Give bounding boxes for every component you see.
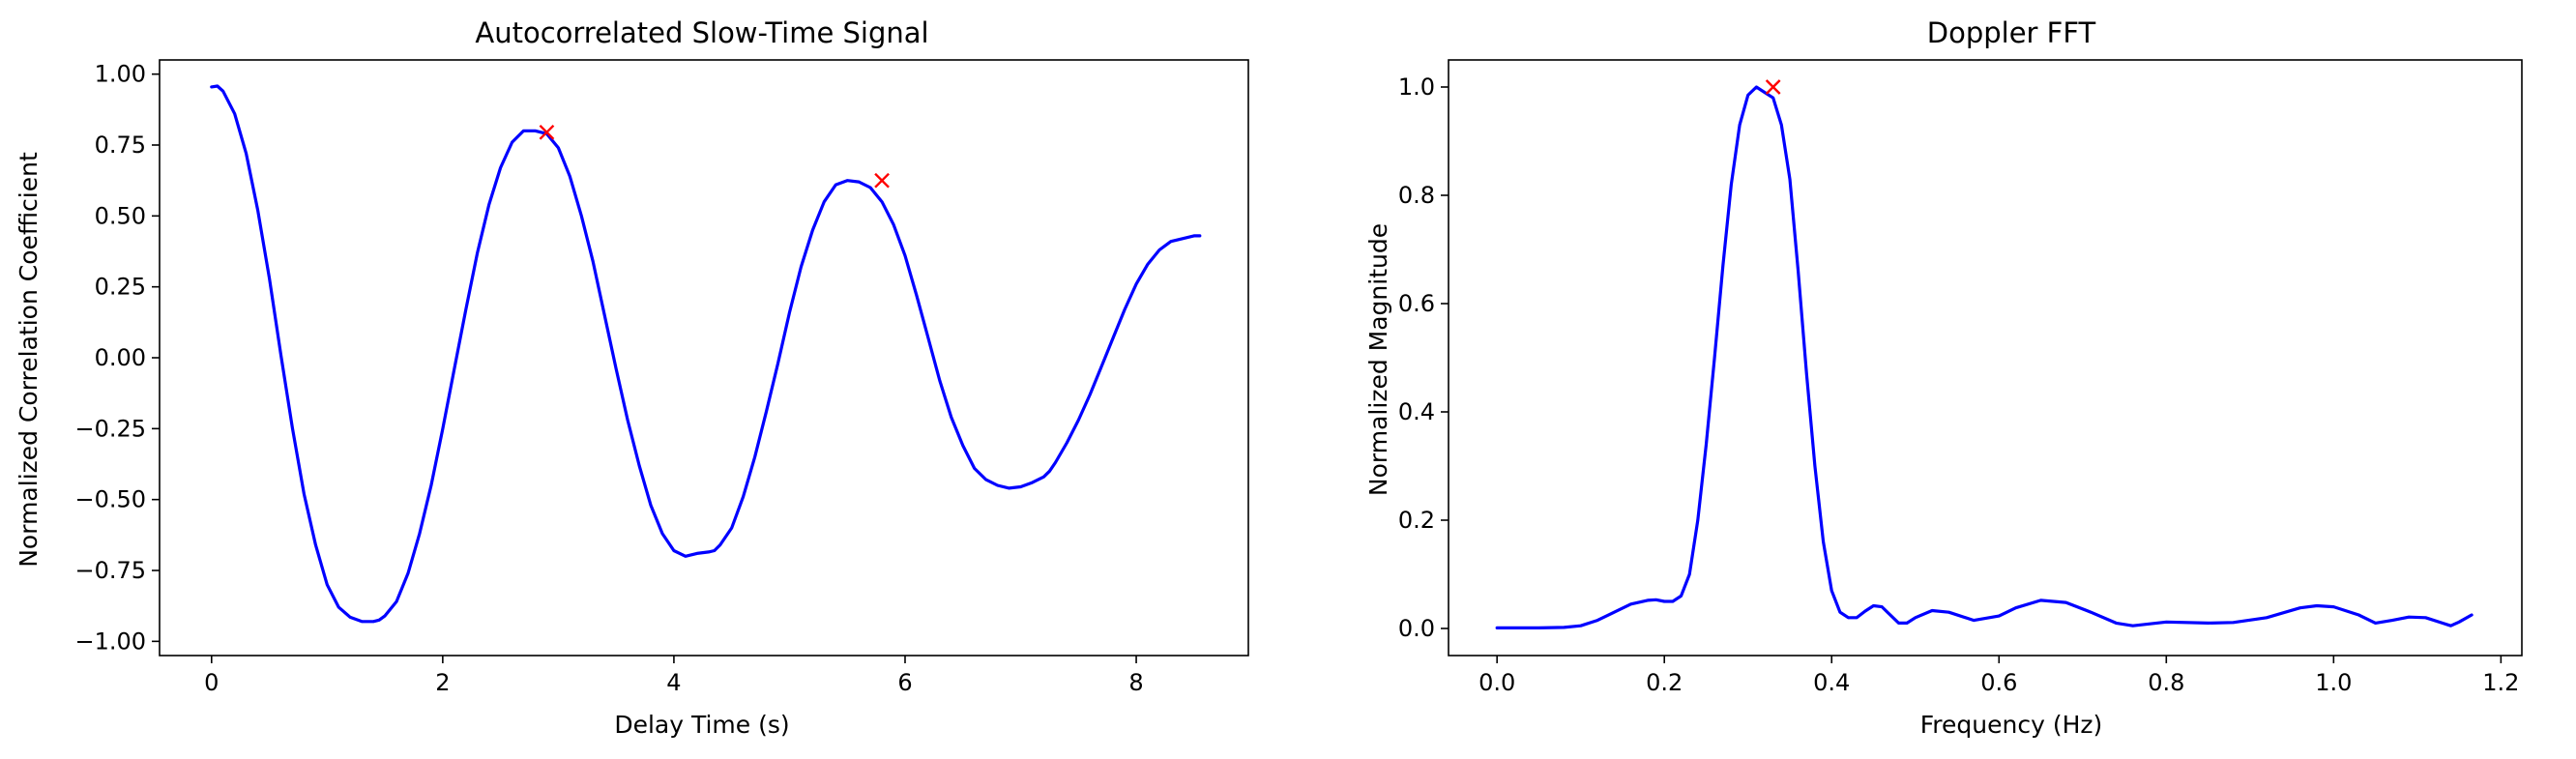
plot-frame	[1448, 59, 2523, 657]
x-axis-label: Frequency (Hz)	[1920, 711, 2103, 739]
y-tick-label: 0.50	[95, 202, 146, 229]
x-tick-label: 8	[1128, 669, 1143, 696]
y-tick-label: 0.75	[95, 131, 146, 159]
y-tick-label: 0.6	[1398, 290, 1435, 317]
y-tick-label: 1.0	[1398, 73, 1435, 101]
chart-autocorrelation: Autocorrelated Slow-Time Signal Delay Ti…	[15, 16, 1249, 739]
x-tick-label: 4	[666, 669, 681, 696]
x-axis-label: Delay Time (s)	[614, 711, 789, 739]
chart-title: Doppler FFT	[1927, 16, 2096, 49]
peak-marker-stroke	[1765, 79, 1781, 95]
y-tick-label: −1.00	[74, 628, 146, 655]
x-tick-label: 1.2	[2482, 669, 2519, 696]
y-tick-label: −0.75	[74, 557, 146, 584]
series-line	[210, 84, 1202, 624]
x-tick-label: 0.0	[1478, 669, 1515, 696]
peak-marker-stroke	[539, 124, 555, 140]
chart-title: Autocorrelated Slow-Time Signal	[475, 16, 928, 49]
y-tick-label: 0.25	[95, 274, 146, 301]
peak-marker	[539, 124, 555, 140]
y-tick-label: 0.00	[95, 344, 146, 371]
x-tick-label: 6	[897, 669, 912, 696]
peak-marker	[874, 172, 890, 189]
x-tick-label: 0.2	[1646, 669, 1683, 696]
y-tick-label: 1.00	[95, 61, 146, 88]
y-tick-label: −0.25	[74, 415, 146, 442]
plot-frame	[159, 59, 1249, 657]
y-tick-label: 0.2	[1398, 507, 1435, 534]
x-tick-label: 0	[204, 669, 219, 696]
y-axis-label: Normalized Correlation Coefficient	[15, 152, 43, 568]
x-tick-label: 0.8	[2148, 669, 2184, 696]
x-tick-label: 2	[435, 669, 450, 696]
x-tick-label: 1.0	[2315, 669, 2352, 696]
series-line	[1495, 85, 2474, 630]
y-tick-label: 0.0	[1398, 615, 1435, 642]
peak-marker-stroke	[874, 172, 890, 189]
y-tick-label: 0.4	[1398, 398, 1435, 425]
y-axis-label: Normalized Magnitude	[1364, 223, 1392, 496]
y-tick-label: 0.8	[1398, 182, 1435, 209]
peak-marker	[1765, 79, 1781, 95]
x-tick-label: 0.4	[1813, 669, 1850, 696]
x-tick-label: 0.6	[1980, 669, 2017, 696]
y-tick-label: −0.50	[74, 486, 146, 513]
chart-doppler-fft: Doppler FFT Frequency (Hz) Normalized Ma…	[1364, 16, 2523, 739]
